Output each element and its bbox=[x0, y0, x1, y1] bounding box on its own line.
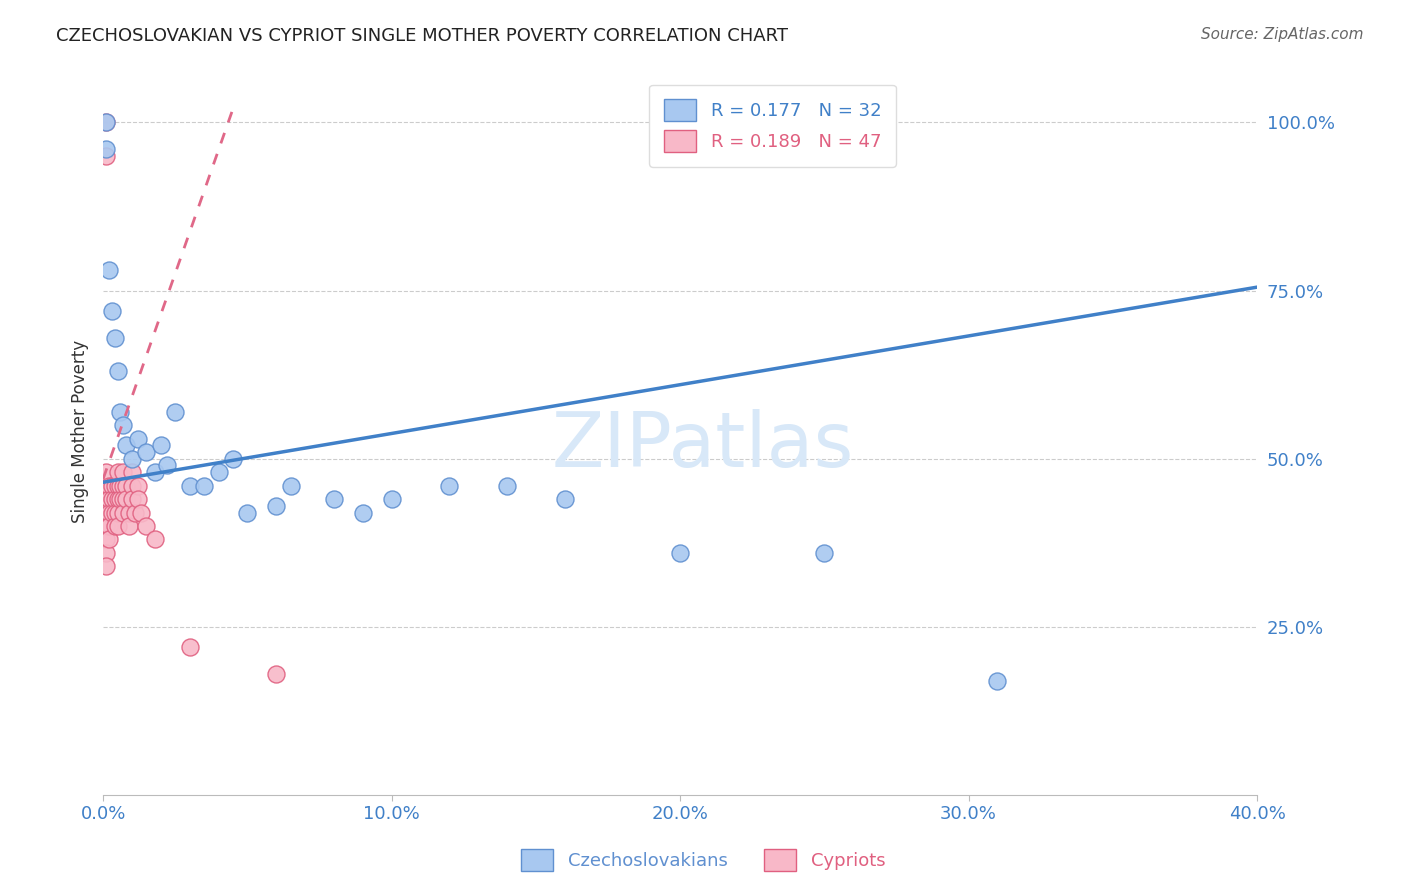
Point bbox=[179, 478, 201, 492]
Point bbox=[222, 451, 245, 466]
Point bbox=[97, 491, 120, 506]
Point bbox=[121, 465, 143, 479]
Point bbox=[115, 438, 138, 452]
Point bbox=[97, 519, 120, 533]
Point bbox=[121, 491, 143, 506]
Point bbox=[104, 491, 127, 506]
Point bbox=[322, 491, 344, 506]
Point bbox=[127, 491, 149, 506]
Point bbox=[112, 506, 135, 520]
Point bbox=[669, 546, 692, 560]
Point bbox=[104, 519, 127, 533]
Point bbox=[107, 465, 129, 479]
Point bbox=[121, 478, 143, 492]
Point bbox=[112, 465, 135, 479]
Point bbox=[439, 478, 461, 492]
Legend: R = 0.177   N = 32, R = 0.189   N = 47: R = 0.177 N = 32, R = 0.189 N = 47 bbox=[650, 85, 896, 167]
Point bbox=[112, 491, 135, 506]
Point bbox=[104, 478, 127, 492]
Point bbox=[115, 478, 138, 492]
Point bbox=[97, 478, 120, 492]
Point bbox=[94, 546, 117, 560]
Point bbox=[207, 465, 229, 479]
Point bbox=[129, 506, 152, 520]
Point bbox=[165, 404, 187, 418]
Point bbox=[112, 478, 135, 492]
Point bbox=[107, 506, 129, 520]
Point bbox=[986, 673, 1008, 688]
Point bbox=[94, 115, 117, 129]
Point bbox=[179, 640, 201, 654]
Point bbox=[554, 491, 576, 506]
Point bbox=[135, 445, 157, 459]
Point bbox=[112, 418, 135, 433]
Y-axis label: Single Mother Poverty: Single Mother Poverty bbox=[72, 340, 89, 524]
Point bbox=[155, 458, 177, 473]
Point bbox=[193, 478, 215, 492]
Point bbox=[97, 506, 120, 520]
Point bbox=[264, 667, 287, 681]
Point bbox=[280, 478, 302, 492]
Point bbox=[94, 115, 117, 129]
Point bbox=[107, 491, 129, 506]
Point bbox=[107, 478, 129, 492]
Point bbox=[94, 533, 117, 547]
Point bbox=[118, 519, 141, 533]
Text: Source: ZipAtlas.com: Source: ZipAtlas.com bbox=[1201, 27, 1364, 42]
Point bbox=[110, 491, 132, 506]
Point bbox=[104, 330, 127, 344]
Point bbox=[127, 478, 149, 492]
Point bbox=[94, 519, 117, 533]
Point bbox=[110, 404, 132, 418]
Point bbox=[94, 506, 117, 520]
Point bbox=[97, 533, 120, 547]
Point bbox=[94, 465, 117, 479]
Point bbox=[496, 478, 519, 492]
Point bbox=[101, 491, 124, 506]
Point bbox=[236, 506, 259, 520]
Point bbox=[813, 546, 835, 560]
Point bbox=[149, 438, 172, 452]
Point bbox=[110, 478, 132, 492]
Point bbox=[135, 519, 157, 533]
Point bbox=[143, 465, 166, 479]
Text: ZIPatlas: ZIPatlas bbox=[553, 409, 855, 483]
Point bbox=[101, 506, 124, 520]
Point bbox=[97, 263, 120, 277]
Legend: Czechoslovakians, Cypriots: Czechoslovakians, Cypriots bbox=[513, 842, 893, 879]
Point bbox=[107, 519, 129, 533]
Point bbox=[143, 533, 166, 547]
Point bbox=[121, 451, 143, 466]
Point bbox=[115, 491, 138, 506]
Point bbox=[101, 478, 124, 492]
Point bbox=[264, 499, 287, 513]
Point bbox=[127, 432, 149, 446]
Point bbox=[94, 485, 117, 500]
Point bbox=[104, 506, 127, 520]
Point bbox=[101, 303, 124, 318]
Point bbox=[94, 149, 117, 163]
Point bbox=[94, 142, 117, 156]
Point bbox=[352, 506, 374, 520]
Text: CZECHOSLOVAKIAN VS CYPRIOT SINGLE MOTHER POVERTY CORRELATION CHART: CZECHOSLOVAKIAN VS CYPRIOT SINGLE MOTHER… bbox=[56, 27, 789, 45]
Point bbox=[124, 506, 146, 520]
Point bbox=[381, 491, 404, 506]
Point bbox=[118, 506, 141, 520]
Point bbox=[107, 364, 129, 378]
Point bbox=[94, 559, 117, 574]
